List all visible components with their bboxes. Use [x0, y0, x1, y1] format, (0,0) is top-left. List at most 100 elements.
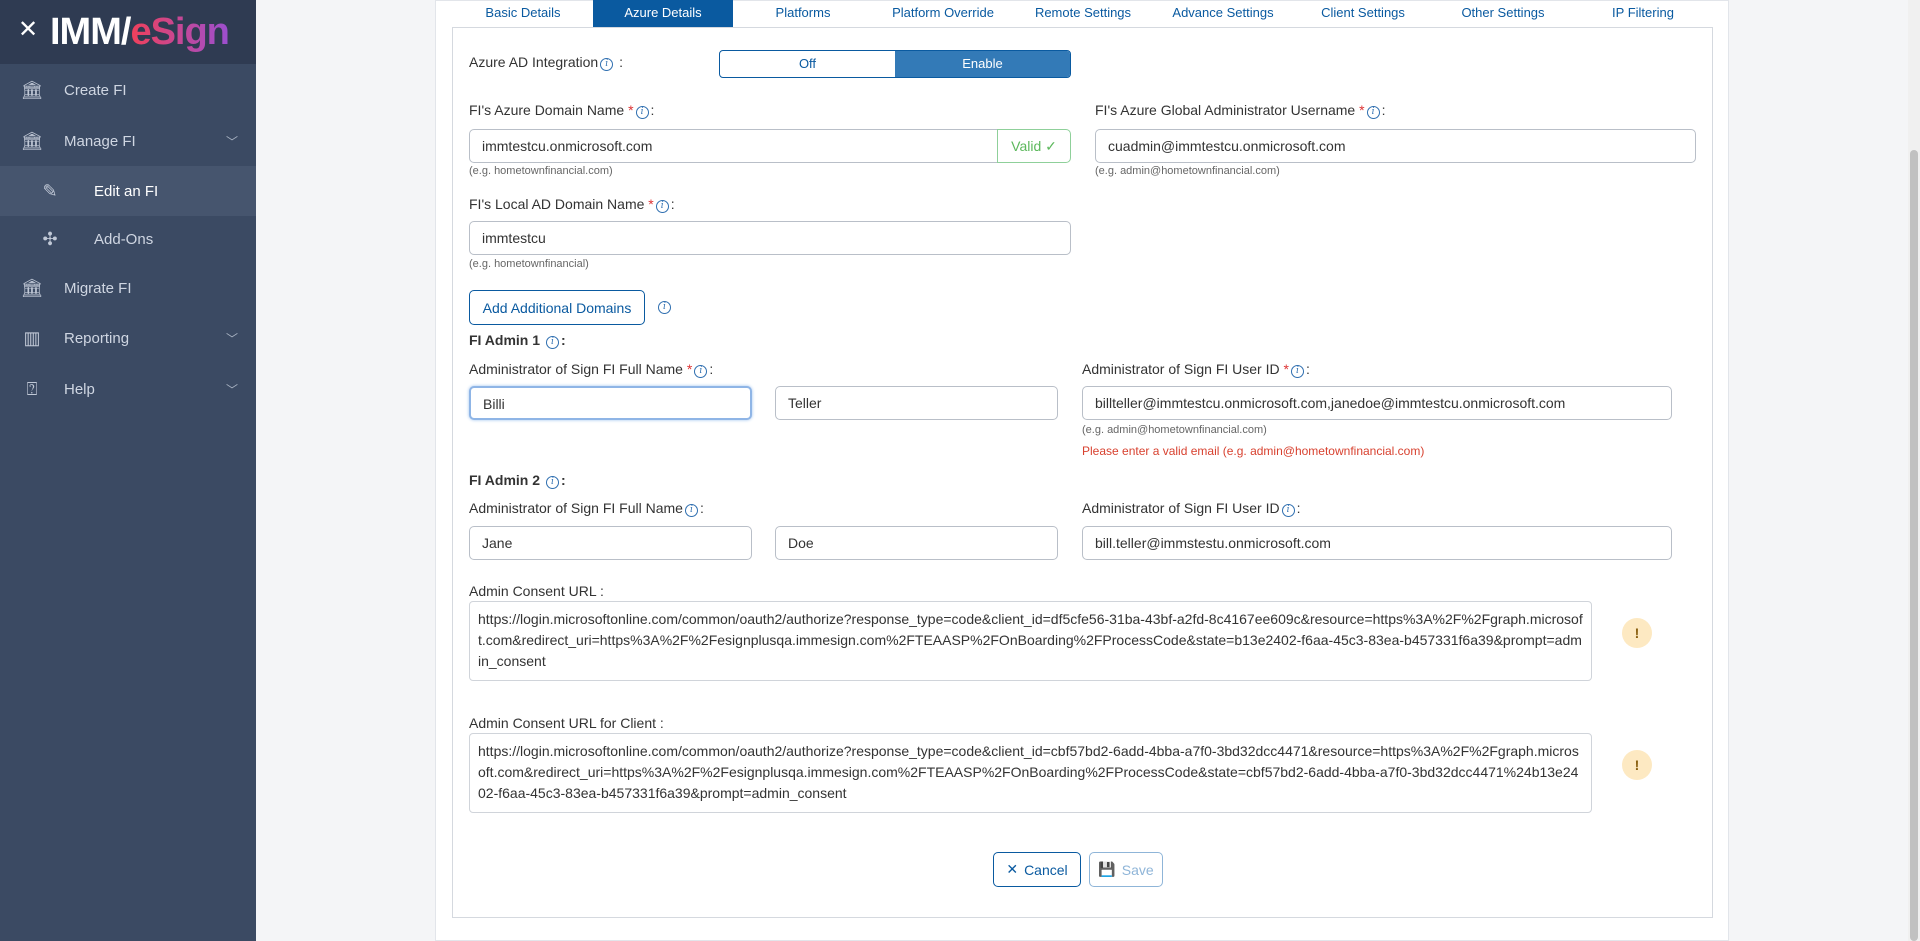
tab-remote-settings[interactable]: Remote Settings: [1034, 5, 1132, 20]
sidebar-item-reporting[interactable]: ▥ Reporting ﹀: [0, 313, 256, 363]
tab-platform-override[interactable]: Platform Override: [892, 5, 994, 20]
form-box: [452, 27, 1713, 918]
valid-badge: Valid ✓: [997, 129, 1071, 163]
consent-url-textarea[interactable]: https://login.microsoftonline.com/common…: [469, 601, 1592, 681]
button-label: Save: [1121, 861, 1154, 878]
nav-label: Add-Ons: [94, 230, 154, 248]
x-icon: ✕: [1006, 861, 1019, 877]
admin1-last-name-input[interactable]: Teller: [775, 386, 1058, 420]
local-ad-input[interactable]: immtestcu: [469, 221, 1071, 255]
save-button[interactable]: 💾 Save: [1089, 852, 1163, 887]
toggle-enable[interactable]: Enable: [895, 51, 1070, 77]
info-icon[interactable]: i: [1290, 365, 1304, 378]
sidebar-item-edit-fi[interactable]: ✎ Edit an FI: [0, 166, 256, 216]
nav-label: Help: [64, 380, 95, 398]
sidebar-item-add-ons[interactable]: ✣ Add-Ons: [0, 214, 256, 264]
info-icon[interactable]: i: [694, 365, 708, 378]
help-bubble-icon: ⍰: [26, 378, 38, 399]
info-icon[interactable]: i: [1281, 504, 1295, 517]
add-domains-button[interactable]: Add Additional Domains: [469, 290, 645, 325]
admin1-user-label: Administrator of Sign FI User ID * i:: [1082, 361, 1310, 378]
admin1-hint: (e.g. admin@hometownfinancial.com): [1082, 424, 1267, 436]
admin1-title: FI Admin 1 i:: [469, 332, 566, 349]
local-ad-label: FI's Local AD Domain Name * i:: [469, 196, 675, 213]
label-text: FI's Azure Global Administrator Username: [1095, 102, 1356, 118]
pencil-icon: ✎: [42, 180, 58, 201]
label-text: FI Admin 1: [469, 332, 541, 348]
nav-label: Reporting: [64, 329, 130, 347]
info-icon[interactable]: i: [600, 58, 614, 71]
label-text: FI Admin 2: [469, 472, 541, 488]
nav-label: Migrate FI: [64, 279, 132, 297]
tab-azure-details[interactable]: Azure Details: [593, 0, 733, 27]
local-ad-hint: (e.g. hometownfinancial): [469, 258, 589, 270]
chevron-down-icon: ﹀: [225, 382, 238, 397]
chevron-down-icon: ﹀: [225, 331, 238, 346]
logo: IMM/eSign: [50, 11, 230, 53]
tab-client-settings[interactable]: Client Settings: [1321, 5, 1405, 20]
admin2-last-name-input[interactable]: Doe: [775, 526, 1058, 560]
sidebar-item-manage-fi[interactable]: 🏛 Manage FI ﹀: [0, 116, 256, 166]
domain-hint: (e.g. hometownfinancial.com): [469, 165, 613, 177]
label-text: Azure AD Integration: [469, 54, 599, 70]
tab-platforms[interactable]: Platforms: [775, 5, 831, 20]
info-icon[interactable]: i: [635, 106, 649, 119]
close-icon[interactable]: ✕: [18, 16, 39, 43]
info-icon[interactable]: i: [545, 336, 559, 349]
label-text: Administrator of Sign FI User ID: [1082, 500, 1280, 516]
admin1-user-input[interactable]: billteller@immtestcu.onmicrosoft.com,jan…: [1082, 386, 1672, 420]
tab-ip-filtering[interactable]: IP Filtering: [1612, 5, 1674, 20]
floppy-icon: 💾: [1098, 861, 1116, 877]
admin2-title: FI Admin 2 i:: [469, 472, 566, 489]
label-text: FI's Local AD Domain Name: [469, 196, 645, 212]
client-consent-label: Admin Consent URL for Client :: [469, 715, 664, 731]
sidebar-item-migrate-fi[interactable]: 🏛 Migrate FI: [0, 263, 256, 313]
info-icon[interactable]: i: [655, 200, 669, 213]
admin1-name-label: Administrator of Sign FI Full Name * i:: [469, 361, 714, 378]
admin2-first-name-input[interactable]: Jane: [469, 526, 752, 560]
nav-label: Create FI: [64, 81, 127, 99]
domain-input[interactable]: immtestcu.onmicrosoft.com: [469, 129, 999, 163]
tab-advance-settings[interactable]: Advance Settings: [1172, 5, 1274, 20]
azure-ad-toggle[interactable]: Off Enable: [719, 50, 1071, 78]
warning-icon[interactable]: !: [1622, 618, 1652, 648]
consent-label: Admin Consent URL :: [469, 583, 604, 599]
label-text: Administrator of Sign FI User ID: [1082, 361, 1280, 377]
bank-gear-icon: 🏛: [20, 130, 44, 151]
admin2-name-label: Administrator of Sign FI Full Name i:: [469, 500, 704, 517]
info-icon[interactable]: i: [545, 476, 559, 489]
client-consent-url-textarea[interactable]: https://login.microsoftonline.com/common…: [469, 733, 1592, 813]
sidebar-item-help[interactable]: ⍰ Help ﹀: [0, 364, 256, 414]
button-label: Cancel: [1024, 861, 1068, 878]
label-text: Administrator of Sign FI Full Name: [469, 361, 683, 377]
chevron-down-icon: ﹀: [225, 134, 238, 149]
sidebar-item-create-fi[interactable]: 🏛 Create FI: [0, 65, 256, 115]
cancel-button[interactable]: ✕ Cancel: [993, 852, 1081, 887]
toggle-off[interactable]: Off: [798, 56, 817, 71]
admin1-error: Please enter a valid email (e.g. admin@h…: [1082, 444, 1425, 458]
bank-plus-icon: 🏛: [20, 79, 44, 100]
admin2-user-input[interactable]: bill.teller@immstestu.onmicrosoft.com: [1082, 526, 1672, 560]
puzzle-icon: ✣: [42, 228, 58, 249]
warning-icon[interactable]: !: [1622, 750, 1652, 780]
admin1-first-name-input[interactable]: Billi: [469, 386, 752, 420]
global-admin-hint: (e.g. admin@hometownfinancial.com): [1095, 165, 1280, 177]
global-admin-input[interactable]: cuadmin@immtestcu.onmicrosoft.com: [1095, 129, 1696, 163]
bank-arrow-icon: 🏛: [20, 277, 44, 298]
label-text: FI's Azure Domain Name: [469, 102, 625, 118]
sidebar-header: ✕ IMM/eSign: [0, 0, 256, 64]
label-text: Administrator of Sign FI Full Name: [469, 500, 683, 516]
info-icon[interactable]: i: [658, 301, 671, 314]
domain-label: FI's Azure Domain Name * i:: [469, 102, 655, 119]
info-icon[interactable]: i: [1366, 106, 1380, 119]
nav-label: Manage FI: [64, 132, 136, 150]
sidebar: ✕ IMM/eSign 🏛 Create FI 🏛 Manage FI ﹀ ✎ Edit…: [0, 0, 256, 941]
global-admin-label: FI's Azure Global Administrator Username…: [1095, 102, 1386, 119]
bar-chart-icon: ▥: [23, 327, 41, 348]
tab-other-settings[interactable]: Other Settings: [1461, 5, 1545, 20]
info-icon[interactable]: i: [684, 504, 698, 517]
azure-ad-label: Azure AD Integration i :: [469, 54, 623, 71]
scrollbar-thumb[interactable]: [1910, 150, 1918, 941]
tab-basic-details[interactable]: Basic Details: [485, 5, 561, 20]
nav-label: Edit an FI: [94, 182, 159, 200]
